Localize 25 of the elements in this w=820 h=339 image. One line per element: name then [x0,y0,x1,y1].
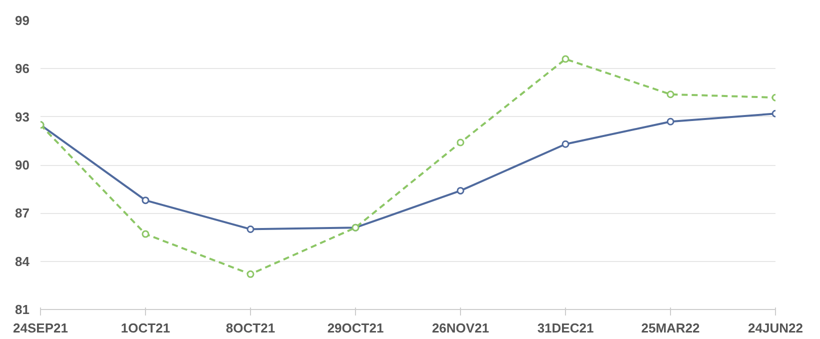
x-tick-label: 25MAR22 [641,320,700,336]
x-tick-label: 29OCT21 [327,320,384,336]
point [142,196,150,204]
y-tick-label: 93 [15,109,30,124]
point [142,230,150,238]
x-tick-label: 1OCT21 [120,320,170,336]
point [246,225,254,233]
point [246,270,254,278]
x-tick-label: 24SEP21 [13,320,68,336]
x-tick-label: 26NOV21 [432,320,490,336]
point [562,140,570,148]
point [456,138,464,146]
y-tick-label: 84 [15,254,30,269]
point [562,55,570,63]
y-tick-label: 90 [15,158,30,172]
point [666,118,674,126]
y-tick-label: 99 [15,13,30,28]
x-tick-label: 31DEC21 [537,320,594,336]
x-tick-label: 24JUN22 [748,320,803,336]
point [456,186,464,194]
y-tick-label: 81 [15,302,30,317]
y-tick-label: 96 [15,61,30,76]
point [666,90,674,98]
x-tick-label: 8OCT21 [226,320,276,336]
y-tick-label: 87 [15,206,30,221]
